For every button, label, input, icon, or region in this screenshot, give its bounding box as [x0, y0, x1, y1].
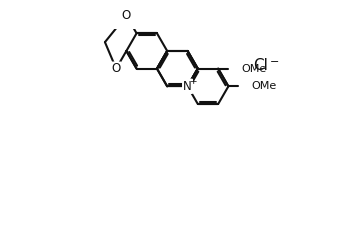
Text: OMe: OMe — [251, 81, 277, 91]
Text: Cl: Cl — [253, 58, 268, 73]
Text: N: N — [183, 80, 192, 93]
Text: O: O — [112, 62, 121, 75]
Text: OMe: OMe — [241, 64, 267, 74]
Text: −: − — [270, 57, 279, 67]
Text: +: + — [189, 77, 197, 86]
Text: O: O — [122, 9, 131, 22]
